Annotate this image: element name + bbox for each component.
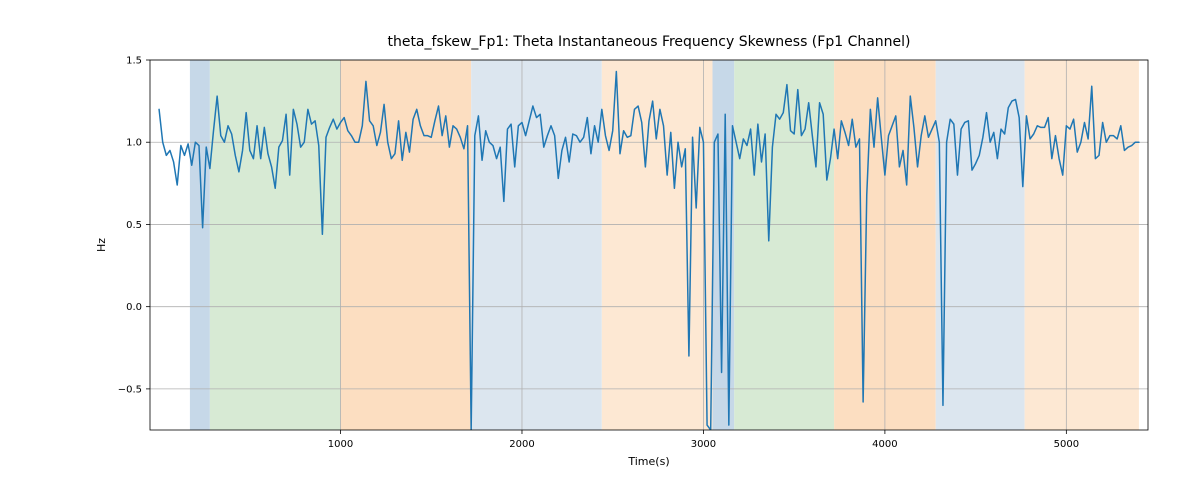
x-tick-label: 3000 — [691, 439, 716, 450]
x-tick-label: 4000 — [872, 439, 897, 450]
y-tick-label: −0.5 — [118, 384, 142, 395]
y-ticks: −0.5 0.0 0.5 1.0 1.5 — [118, 56, 150, 396]
chart-container: 1000 2000 3000 4000 5000 −0.5 0.0 0.5 1.0 1.5 Time… — [0, 0, 1200, 500]
y-tick-label: 1.5 — [126, 56, 142, 67]
y-axis-label: Hz — [95, 238, 108, 252]
x-axis-label: Time(s) — [627, 455, 669, 468]
chart-title: theta_fskew_Fp1: Theta Instantaneous Fre… — [387, 34, 910, 50]
x-ticks: 1000 2000 3000 4000 5000 — [328, 430, 1079, 450]
background-bands — [190, 60, 1139, 430]
y-tick-label: 1.0 — [126, 138, 142, 149]
y-tick-label: 0.5 — [126, 220, 142, 231]
x-tick-label: 2000 — [509, 439, 534, 450]
y-tick-label: 0.0 — [126, 302, 142, 313]
x-tick-label: 5000 — [1054, 439, 1079, 450]
line-chart: 1000 2000 3000 4000 5000 −0.5 0.0 0.5 1.0 1.5 Time… — [0, 0, 1200, 500]
x-tick-label: 1000 — [328, 439, 353, 450]
